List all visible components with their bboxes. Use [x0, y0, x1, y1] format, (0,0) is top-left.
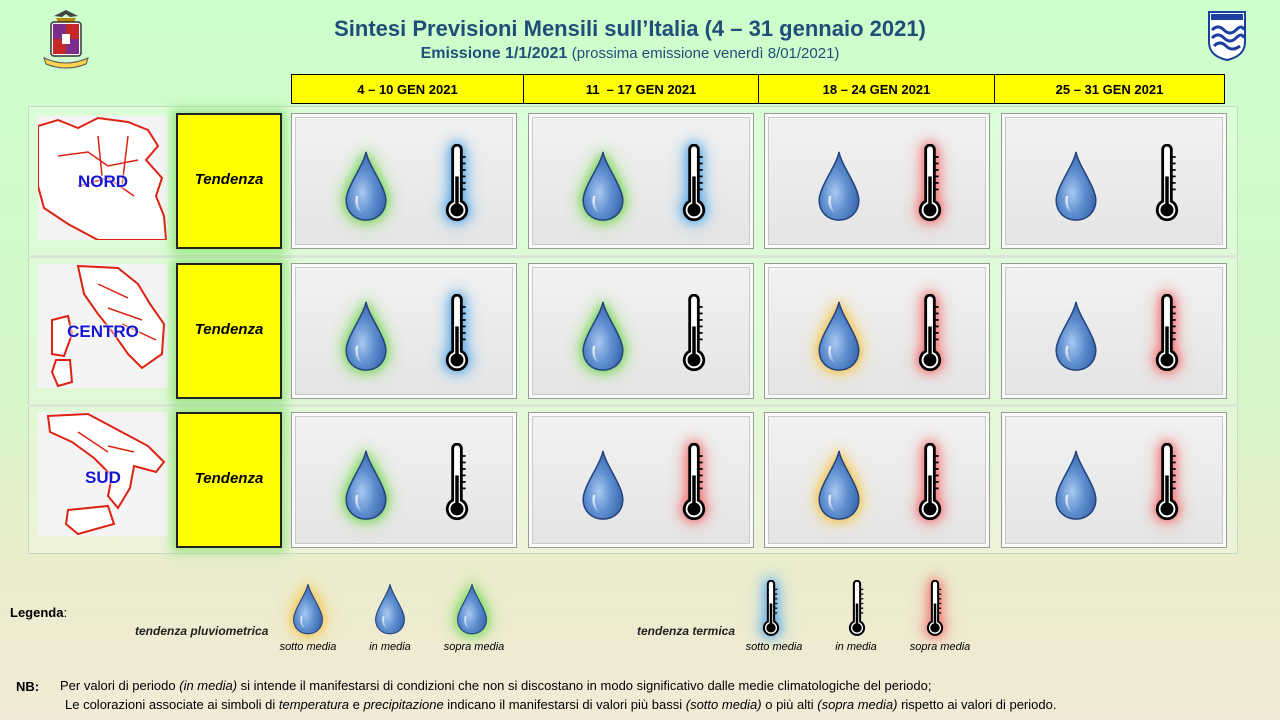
- water-drop-icon: [344, 447, 388, 528]
- issue-date: Emissione 1/1/2021: [420, 45, 568, 62]
- water-drop-icon: [817, 148, 861, 229]
- thermometer-icon: [915, 294, 945, 379]
- region-label-sud: SUD: [85, 468, 121, 487]
- legend-temp-average-label: in media: [835, 641, 877, 653]
- region-label-centro: CENTRO: [67, 322, 139, 341]
- forecast-cell: [528, 263, 754, 399]
- water-drop-icon: [1054, 447, 1098, 528]
- forecast-cell: [764, 263, 990, 399]
- legend-rain-above-label: sopra media: [443, 641, 505, 653]
- thermometer-icon: [924, 580, 946, 643]
- forecast-cell: [1001, 113, 1227, 249]
- legend-title: Legenda:: [10, 605, 68, 620]
- notes-label: NB:: [16, 679, 40, 694]
- thermometer-icon: [679, 294, 709, 379]
- forecast-cell: [291, 263, 517, 399]
- thermometer-icon: [1152, 294, 1182, 379]
- meteorological-service-logo-icon: [1206, 8, 1248, 62]
- row-divider: [28, 255, 1238, 258]
- water-drop-icon: [1054, 298, 1098, 379]
- tendency-label-nord: Tendenza: [176, 113, 282, 249]
- water-drop-icon: [581, 447, 625, 528]
- forecast-cell: [291, 113, 517, 249]
- forecast-cell: [1001, 412, 1227, 548]
- region-label-nord: NORD: [77, 172, 129, 191]
- map-nord: NORD: [38, 116, 168, 240]
- legend-rain-below-label: sotto media: [279, 641, 337, 653]
- thermometer-icon: [846, 580, 868, 643]
- next-issue-note: (prossima emissione venerdì 8/01/2021): [571, 45, 840, 62]
- air-force-emblem-icon: [40, 8, 92, 70]
- water-drop-icon: [817, 298, 861, 379]
- water-drop-icon: [581, 148, 625, 229]
- thermometer-icon: [1152, 144, 1182, 229]
- row-divider: [28, 404, 1238, 407]
- legend-temp-category: tendenza termica: [637, 624, 736, 638]
- water-drop-icon: [344, 148, 388, 229]
- forecast-cell: [764, 113, 990, 249]
- tendency-label-sud: Tendenza: [176, 412, 282, 548]
- legend-rain-category: tendenza pluviometrica: [135, 624, 269, 638]
- water-drop-icon: [817, 447, 861, 528]
- water-drop-icon: [1054, 148, 1098, 229]
- thermometer-icon: [679, 443, 709, 528]
- water-drop-icon: [581, 298, 625, 379]
- thermometer-icon: [442, 443, 472, 528]
- period-header-1: 4 – 10 GEN 2021: [291, 74, 524, 104]
- page-title: Sintesi Previsioni Mensili sull’Italia (…: [334, 16, 926, 41]
- forecast-cell: [291, 412, 517, 548]
- forecast-cell: [1001, 263, 1227, 399]
- thermometer-icon: [1152, 443, 1182, 528]
- thermometer-icon: [679, 144, 709, 229]
- period-header-4: 25 – 31 GEN 2021: [994, 74, 1225, 104]
- forecast-cell: [764, 412, 990, 548]
- map-sud: SUD: [38, 412, 168, 536]
- thermometer-icon: [915, 144, 945, 229]
- forecast-cell: [528, 113, 754, 249]
- water-drop-icon: [344, 298, 388, 379]
- thermometer-icon: [760, 580, 782, 643]
- water-drop-icon: [456, 582, 488, 641]
- legend-temp-below-label: sotto media: [745, 641, 803, 653]
- period-header-3: 18 – 24 GEN 2021: [758, 74, 995, 104]
- thermometer-icon: [915, 443, 945, 528]
- note-line-1: Per valori di periodo (in media) si inte…: [60, 678, 932, 693]
- forecast-cell: [528, 412, 754, 548]
- tendency-label-centro: Tendenza: [176, 263, 282, 399]
- thermometer-icon: [442, 144, 472, 229]
- water-drop-icon: [292, 582, 324, 641]
- thermometer-icon: [442, 294, 472, 379]
- note-line-2: Le colorazioni associate ai simboli di t…: [65, 697, 1057, 712]
- period-header-2: 11 – 17 GEN 2021: [523, 74, 759, 104]
- legend-temp-above-label: sopra media: [909, 641, 971, 653]
- legend-rain-average-label: in media: [369, 641, 411, 653]
- water-drop-icon: [374, 582, 406, 641]
- map-centro: CENTRO: [38, 264, 168, 388]
- page-subtitle: Emissione 1/1/2021 (prossima emissione v…: [200, 45, 1060, 63]
